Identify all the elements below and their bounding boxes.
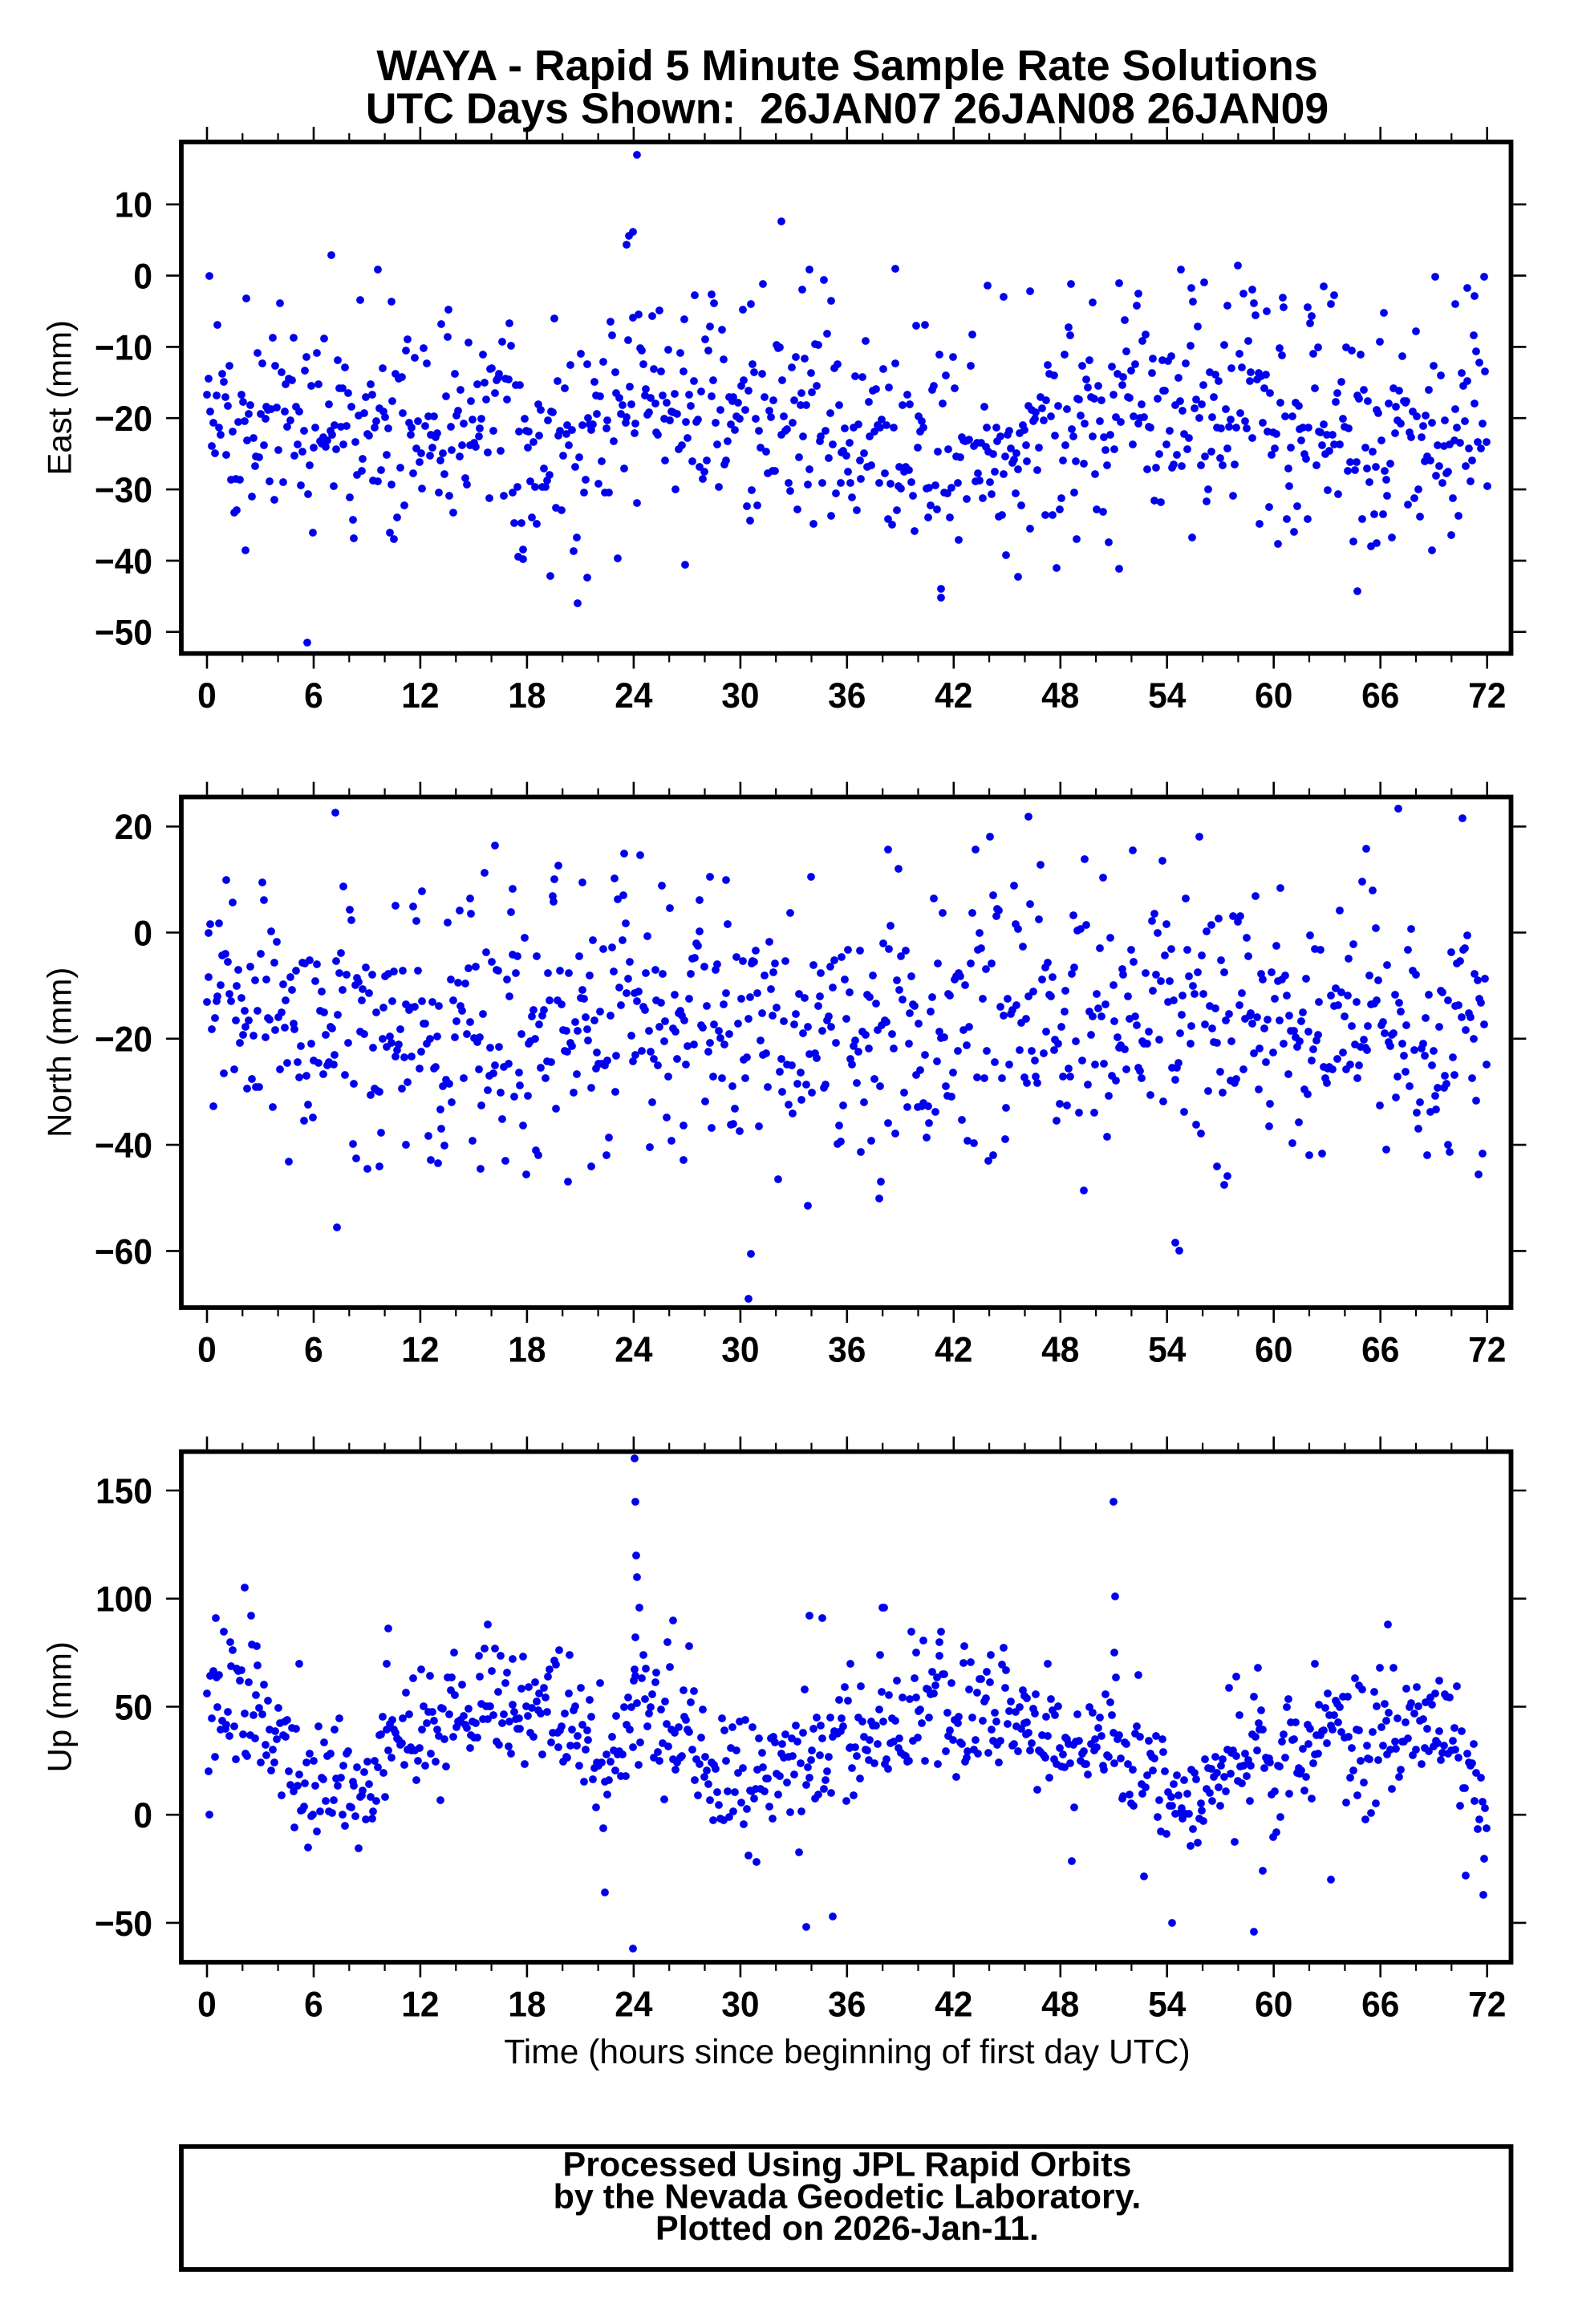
svg-text:24: 24 [615,675,653,716]
svg-text:−30: −30 [95,470,152,510]
svg-text:36: 36 [828,675,866,716]
svg-text:−60: −60 [95,1231,152,1272]
svg-text:18: 18 [508,1984,546,2024]
svg-text:18: 18 [508,1329,546,1369]
svg-text:10: 10 [115,185,152,225]
svg-text:66: 66 [1361,1329,1399,1369]
svg-text:60: 60 [1255,675,1292,716]
svg-text:66: 66 [1361,1984,1399,2024]
svg-text:36: 36 [828,1984,866,2024]
svg-text:42: 42 [935,1329,972,1369]
svg-text:150: 150 [95,1471,152,1511]
svg-text:72: 72 [1468,1329,1506,1369]
svg-text:Processed Using JPL Rapid Orbi: Processed Using JPL Rapid Orbits [563,2146,1132,2184]
svg-text:UTC Days Shown: 26JAN07 26JAN: UTC Days Shown: 26JAN07 26JAN08 26JAN09 [366,85,1329,133]
svg-text:−10: −10 [95,327,152,367]
svg-text:6: 6 [304,1984,323,2024]
svg-text:42: 42 [935,675,972,716]
svg-text:42: 42 [935,1984,972,2024]
svg-text:60: 60 [1255,1329,1292,1369]
svg-text:100: 100 [95,1580,152,1620]
svg-text:30: 30 [721,1984,759,2024]
svg-text:12: 12 [401,1329,439,1369]
svg-text:50: 50 [115,1687,152,1727]
svg-text:66: 66 [1361,675,1399,716]
svg-text:−20: −20 [95,399,152,439]
svg-text:48: 48 [1041,1984,1079,2024]
svg-text:0: 0 [197,1984,217,2024]
svg-text:20: 20 [115,807,152,847]
svg-text:−40: −40 [95,1125,152,1166]
svg-text:54: 54 [1148,1329,1187,1369]
svg-text:0: 0 [197,675,217,716]
svg-text:30: 30 [721,675,759,716]
svg-text:0: 0 [133,256,152,296]
svg-text:0: 0 [133,913,152,953]
svg-text:24: 24 [615,1329,653,1369]
svg-text:54: 54 [1148,675,1187,716]
svg-text:6: 6 [304,675,323,716]
svg-text:24: 24 [615,1984,653,2024]
svg-text:72: 72 [1468,1984,1506,2024]
svg-text:0: 0 [197,1329,217,1369]
svg-text:36: 36 [828,1329,866,1369]
svg-text:WAYA - Rapid 5 Minute Sample R: WAYA - Rapid 5 Minute Sample Rate Soluti… [376,42,1317,90]
svg-text:0: 0 [133,1795,152,1835]
svg-text:18: 18 [508,675,546,716]
svg-text:6: 6 [304,1329,323,1369]
svg-text:12: 12 [401,1984,439,2024]
svg-text:Plotted on 2026-Jan-11.: Plotted on 2026-Jan-11. [655,2209,1039,2248]
svg-text:60: 60 [1255,1984,1292,2024]
svg-text:East (mm): East (mm) [41,320,79,476]
svg-text:54: 54 [1148,1984,1187,2024]
svg-text:−50: −50 [95,613,152,653]
svg-text:30: 30 [721,1329,759,1369]
svg-text:−20: −20 [95,1020,152,1060]
svg-text:72: 72 [1468,675,1506,716]
svg-text:48: 48 [1041,1329,1079,1369]
svg-text:Time (hours since beginning of: Time (hours since beginning of first day… [504,2033,1190,2071]
svg-text:by the Nevada Geodetic Laborat: by the Nevada Geodetic Laboratory. [554,2177,1142,2216]
svg-text:Up (mm): Up (mm) [41,1641,79,1772]
svg-text:−50: −50 [95,1904,152,1944]
svg-text:48: 48 [1041,675,1079,716]
svg-text:−40: −40 [95,541,152,582]
svg-text:12: 12 [401,675,439,716]
svg-text:North (mm): North (mm) [41,967,79,1138]
